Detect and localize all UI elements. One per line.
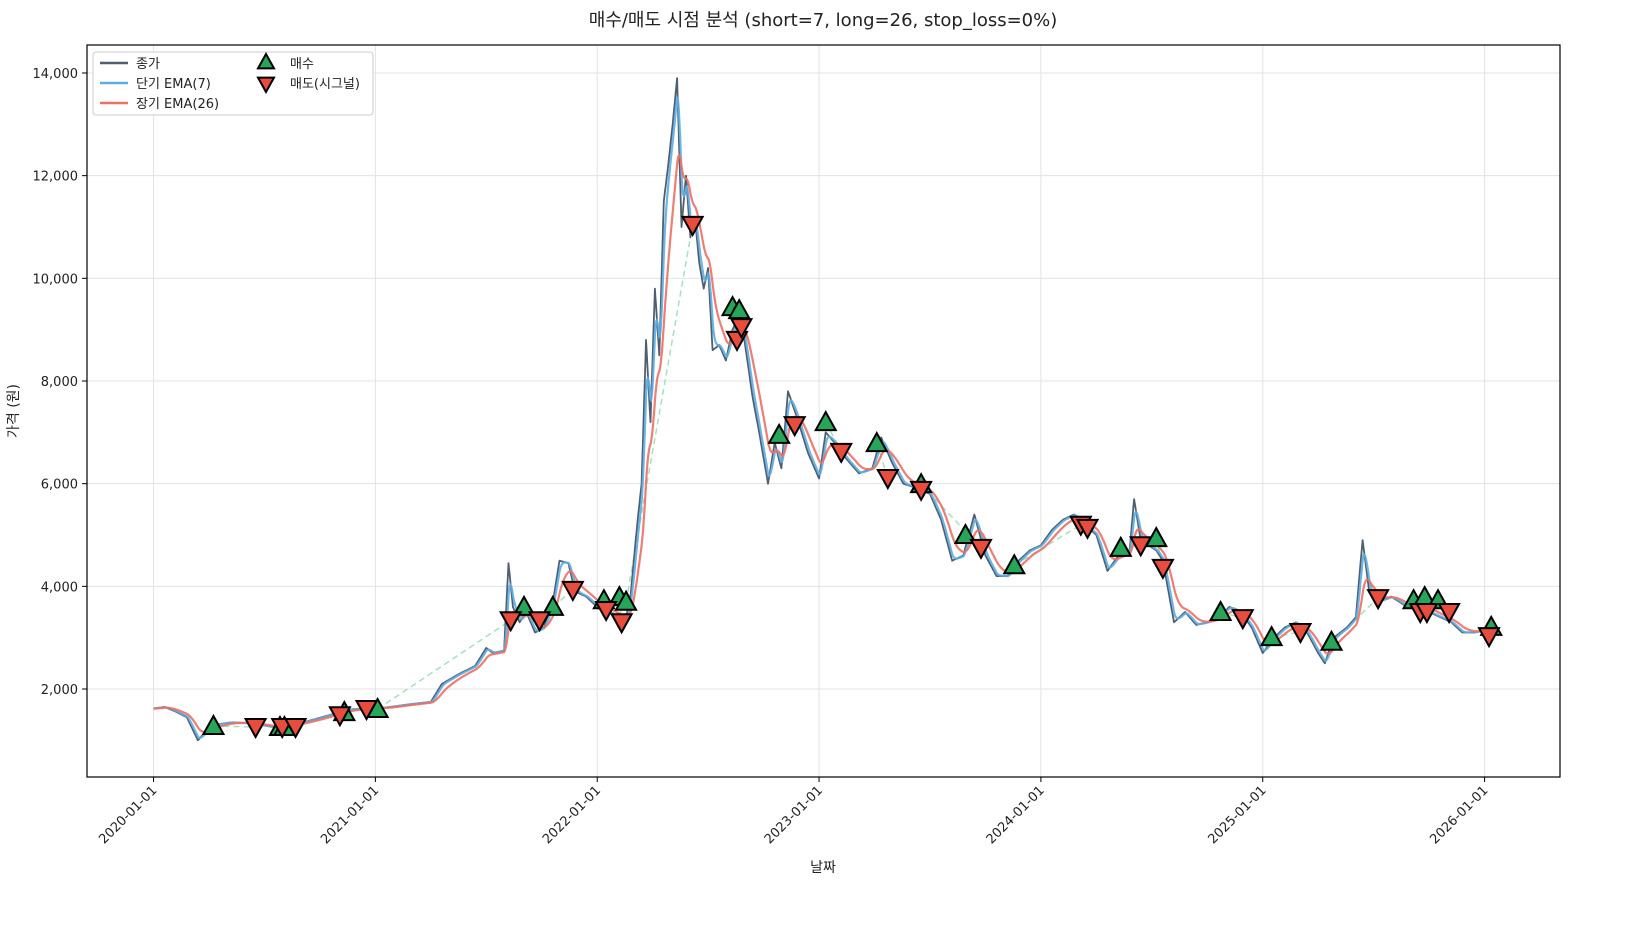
y-tick-label: 6,000: [41, 478, 78, 493]
sell-marker: [1129, 536, 1153, 558]
sell-marker: [328, 706, 352, 728]
series-lines: [153, 77, 1496, 742]
sell-marker: [1437, 603, 1461, 625]
sell-marker: [1151, 558, 1175, 580]
legend-label: 매도(시그널): [290, 77, 360, 92]
legend-label: 장기 EMA(26): [136, 97, 219, 112]
legend-label: 단기 EMA(7): [136, 77, 211, 92]
buy-marker: [814, 410, 838, 432]
y-tick-label: 8,000: [41, 375, 78, 390]
buy-marker: [201, 713, 226, 735]
legend-sell-marker-icon: [256, 76, 276, 95]
sell-marker: [594, 600, 618, 623]
buy-marker: [1002, 553, 1026, 575]
x-tick-label: 2026-01-01: [1427, 783, 1491, 847]
buy-marker: [953, 522, 978, 545]
legend-label: 매수: [290, 57, 314, 72]
sell-marker: [782, 416, 807, 438]
grid: [87, 45, 1560, 777]
y-axis-label: 가격 (원): [6, 384, 22, 438]
buy-marker: [1109, 535, 1133, 557]
sell-marker: [499, 611, 523, 633]
x-tick-label: 2025-01-01: [1206, 783, 1270, 847]
buy-marker: [614, 589, 638, 611]
sell-marker: [876, 469, 900, 491]
x-axis-label: 날짜: [810, 860, 836, 876]
sell-marker: [1477, 627, 1501, 649]
signal-markers: [201, 215, 1503, 740]
x-tick-label: 2021-01-01: [318, 783, 382, 847]
buy-marker: [1319, 629, 1344, 651]
legend-buy-marker-icon: [256, 51, 276, 70]
y-tick-label: 4,000: [41, 580, 78, 595]
sell-marker: [1231, 609, 1255, 631]
plot-frame: [86, 44, 1561, 778]
sell-marker: [969, 538, 993, 560]
y-tick-label: 14,000: [33, 67, 79, 82]
sell-marker: [1075, 518, 1100, 540]
sell-marker: [829, 442, 853, 464]
sell-marker: [283, 717, 308, 740]
buy-marker: [1259, 625, 1284, 647]
sell-marker: [609, 613, 634, 635]
trade-line: [377, 619, 512, 710]
buy-marker: [512, 594, 536, 616]
sell-marker: [1288, 623, 1313, 645]
sell-marker: [1415, 603, 1439, 625]
sell-marker: [729, 318, 754, 340]
trade-line: [213, 725, 256, 728]
buy-marker: [1208, 599, 1233, 622]
x-axis: 2020-01-01 2021-01-01 2022-01-01 2023-01-01…: [96, 777, 1491, 847]
sell-marker: [243, 717, 268, 740]
sell-marker: [354, 700, 379, 722]
legend-label: 종가: [136, 57, 160, 72]
y-tick-label: 10,000: [33, 272, 79, 287]
sell-marker: [680, 215, 705, 237]
sell-marker: [909, 480, 933, 502]
y-tick-label: 12,000: [33, 170, 79, 185]
buy-marker: [541, 594, 565, 616]
sell-marker: [527, 611, 552, 633]
y-axis: 2,000 4,000 6,000 8,000 10,000 12,000 14,000: [33, 67, 87, 698]
x-tick-label: 2020-01-01: [96, 783, 160, 847]
x-tick-label: 2022-01-01: [540, 783, 604, 847]
legend-box: [92, 51, 374, 116]
chart-title: 매수/매도 시점 분석 (short=7, long=26, stop_loss…: [589, 10, 1058, 31]
buy-marker: [865, 431, 889, 453]
sell-marker: [561, 580, 585, 602]
sell-marker: [1366, 589, 1390, 611]
trade-line: [1013, 524, 1082, 566]
x-tick-label: 2023-01-01: [762, 783, 826, 847]
y-tick-label: 2,000: [41, 683, 78, 698]
close-price-line: [153, 77, 1496, 742]
x-tick-label: 2024-01-01: [984, 783, 1048, 847]
buy-marker: [767, 422, 791, 444]
